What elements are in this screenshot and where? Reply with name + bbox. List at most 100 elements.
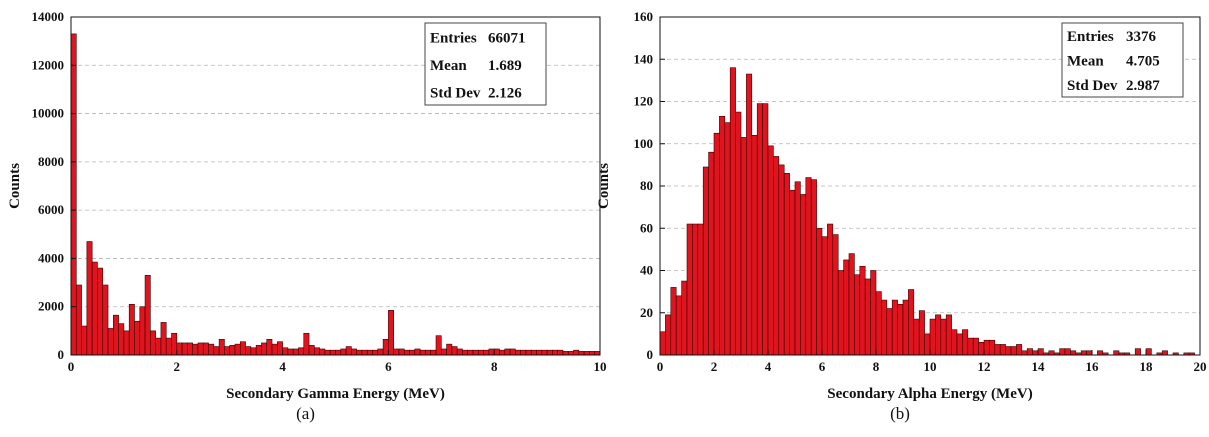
alpha-bar [891, 299, 898, 356]
alpha-bar [967, 337, 974, 356]
alpha-bar [827, 223, 834, 356]
gamma-bar [128, 303, 135, 356]
gamma-bar [462, 349, 469, 356]
gamma-bar [139, 306, 146, 356]
alpha-bar [670, 287, 677, 356]
gamma-bar [541, 349, 548, 356]
alpha-x-tick-label: 14 [1032, 359, 1046, 374]
gamma-stat-stddev-value: 2.126 [488, 85, 522, 101]
alpha-y-tick-label: 160 [634, 9, 654, 24]
gamma-bar [478, 349, 484, 356]
alpha-bar [870, 270, 877, 356]
gamma-bar [97, 267, 104, 356]
alpha-x-tick-label: 4 [765, 359, 772, 374]
gamma-x-tick-label: 6 [385, 359, 392, 374]
alpha-bar [713, 132, 720, 356]
gamma-stats-border [424, 22, 547, 106]
gamma-bar [435, 335, 442, 356]
alpha-y-tick-label: 60 [640, 220, 653, 235]
gamma-bar [440, 348, 447, 356]
gamma-stats-box: Entries 66071 Mean 1.689 Std Dev 2.126 [424, 22, 547, 106]
gamma-bar [409, 349, 416, 356]
gamma-x-axis-label: Secondary Gamma Energy (MeV) [226, 386, 445, 402]
gamma-bar [467, 349, 474, 356]
gamma-bar [456, 348, 463, 356]
alpha-bar [800, 194, 807, 356]
alpha-bar [681, 280, 688, 356]
alpha-bar [837, 270, 844, 356]
alpha-bar [697, 223, 704, 356]
alpha-y-tick-label: 40 [640, 263, 653, 278]
gamma-x-tick-label: 4 [279, 359, 286, 374]
gamma-bar [562, 351, 569, 356]
alpha-x-tick-label: 16 [1086, 359, 1100, 374]
gamma-bar [314, 347, 320, 356]
alpha-bar [902, 299, 909, 356]
alpha-bar [1070, 350, 1077, 356]
gamma-bar [282, 347, 289, 356]
gamma-bar [356, 349, 363, 356]
alpha-bar [1026, 348, 1033, 356]
alpha-bar [1021, 350, 1028, 356]
alpha-x-tick-label: 12 [978, 359, 991, 374]
gamma-stat-entries-value: 66071 [488, 31, 526, 47]
gamma-bar [213, 346, 220, 356]
gamma-bar [446, 343, 453, 356]
gamma-x-tick-label: 0 [68, 359, 75, 374]
alpha-y-tick-label: 0 [647, 347, 654, 362]
alpha-bar [1048, 350, 1055, 356]
alpha-bar [1080, 350, 1087, 356]
gamma-bar [245, 346, 252, 356]
alpha-bar [735, 111, 742, 356]
alpha-bar [983, 339, 990, 356]
gamma-bar [351, 348, 357, 356]
alpha-bar [773, 156, 780, 356]
alpha-bar [1134, 348, 1141, 356]
gamma-histogram-panel: 0 2 4 6 8 1002000400060008000100001200014000 … [7, 9, 607, 423]
gamma-bar [340, 348, 347, 356]
gamma-bar [118, 323, 125, 356]
gamma-bar [509, 348, 516, 356]
alpha-bar [794, 181, 801, 356]
alpha-y-axis-label: Counts [596, 163, 612, 209]
alpha-bar [1064, 348, 1071, 356]
gamma-bar [134, 320, 141, 356]
gamma-y-tick-label: 0 [58, 347, 65, 362]
alpha-x-tick-label: 8 [873, 359, 880, 374]
gamma-bar [319, 348, 326, 356]
gamma-bar [377, 348, 384, 356]
alpha-bar [918, 310, 925, 356]
gamma-bar [181, 342, 188, 356]
gamma-bar [160, 322, 167, 356]
alpha-bar [913, 318, 920, 356]
gamma-bar [144, 275, 151, 356]
alpha-y-tick-label: 120 [634, 94, 654, 109]
alpha-bar [908, 289, 915, 356]
alpha-bar [708, 151, 715, 356]
gamma-bar [425, 349, 432, 356]
gamma-bars [70, 33, 601, 356]
gamma-bar [123, 330, 130, 356]
gamma-bar [308, 345, 315, 356]
gamma-bar [536, 349, 543, 356]
gamma-bar [393, 348, 400, 356]
alpha-bar [875, 291, 882, 356]
gamma-bar [271, 343, 278, 356]
gamma-bar [192, 343, 199, 356]
alpha-bar [816, 227, 823, 356]
alpha-bar [935, 314, 942, 356]
alpha-bar [746, 73, 753, 356]
gamma-bar [208, 343, 215, 356]
alpha-bar [805, 177, 812, 356]
gamma-bar [546, 349, 553, 356]
gamma-y-tick-label: 4000 [38, 250, 64, 265]
gamma-bar [102, 284, 109, 356]
alpha-bar [1145, 348, 1152, 356]
gamma-bar [530, 349, 537, 356]
gamma-bar [430, 349, 437, 356]
gamma-y-tick-label: 2000 [38, 299, 64, 314]
alpha-ticks: 0 2 4 6 8 10 12 14 16 18 20 0 20 40 60 80 100 120 140 160 [634, 9, 1207, 374]
gamma-bar [171, 332, 178, 356]
gamma-bar [329, 349, 336, 356]
